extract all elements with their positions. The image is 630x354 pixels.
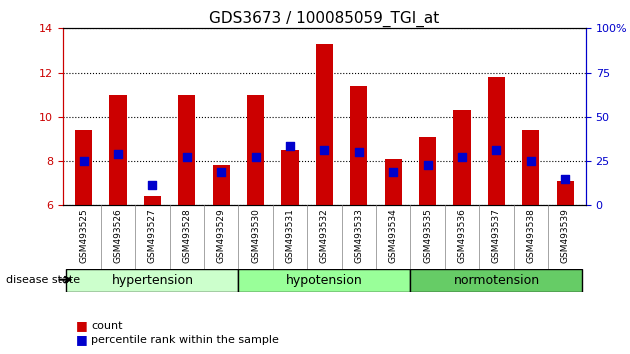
Text: ■: ■: [76, 319, 88, 332]
Point: [285, 143, 295, 148]
Text: GSM493532: GSM493532: [320, 209, 329, 263]
Point: [491, 147, 501, 153]
Text: GSM493529: GSM493529: [217, 209, 226, 263]
Text: ■: ■: [76, 333, 88, 346]
Point: [251, 154, 261, 159]
Text: GSM493531: GSM493531: [285, 209, 295, 263]
Text: GSM493528: GSM493528: [182, 209, 192, 263]
Bar: [419, 137, 436, 205]
Text: normotension: normotension: [454, 274, 539, 287]
Bar: [178, 95, 195, 205]
Bar: [488, 77, 505, 205]
Bar: [282, 150, 299, 205]
Point: [423, 163, 433, 169]
Text: GSM493533: GSM493533: [354, 209, 364, 263]
Bar: [75, 130, 92, 205]
Text: GSM493527: GSM493527: [148, 209, 157, 263]
Point: [319, 147, 329, 153]
Text: percentile rank within the sample: percentile rank within the sample: [91, 335, 279, 345]
Text: disease state: disease state: [6, 275, 81, 285]
Text: GSM493539: GSM493539: [561, 209, 570, 263]
FancyBboxPatch shape: [238, 269, 411, 292]
Text: GSM493534: GSM493534: [389, 209, 398, 263]
FancyBboxPatch shape: [66, 269, 238, 292]
Text: hypertension: hypertension: [112, 274, 193, 287]
Text: hypotension: hypotension: [286, 274, 363, 287]
Point: [354, 149, 364, 155]
Bar: [110, 95, 127, 205]
Point: [526, 158, 536, 164]
Text: GSM493538: GSM493538: [526, 209, 536, 263]
Text: GSM493535: GSM493535: [423, 209, 432, 263]
Bar: [144, 196, 161, 205]
Bar: [316, 44, 333, 205]
Point: [457, 154, 467, 159]
Bar: [213, 166, 230, 205]
Bar: [385, 159, 402, 205]
Text: GSM493530: GSM493530: [251, 209, 260, 263]
Point: [113, 152, 123, 157]
Point: [147, 183, 158, 188]
Text: GSM493537: GSM493537: [492, 209, 501, 263]
Point: [216, 169, 226, 175]
Text: GSM493526: GSM493526: [113, 209, 123, 263]
Bar: [350, 86, 367, 205]
Point: [79, 158, 89, 164]
Bar: [247, 95, 264, 205]
Text: GSM493536: GSM493536: [457, 209, 467, 263]
FancyBboxPatch shape: [411, 269, 583, 292]
Bar: [557, 181, 574, 205]
Point: [388, 169, 398, 175]
Bar: [454, 110, 471, 205]
Text: GSM493525: GSM493525: [79, 209, 88, 263]
Title: GDS3673 / 100085059_TGI_at: GDS3673 / 100085059_TGI_at: [209, 11, 440, 27]
Point: [560, 176, 570, 182]
Text: count: count: [91, 321, 123, 331]
Bar: [522, 130, 539, 205]
Point: [182, 154, 192, 159]
